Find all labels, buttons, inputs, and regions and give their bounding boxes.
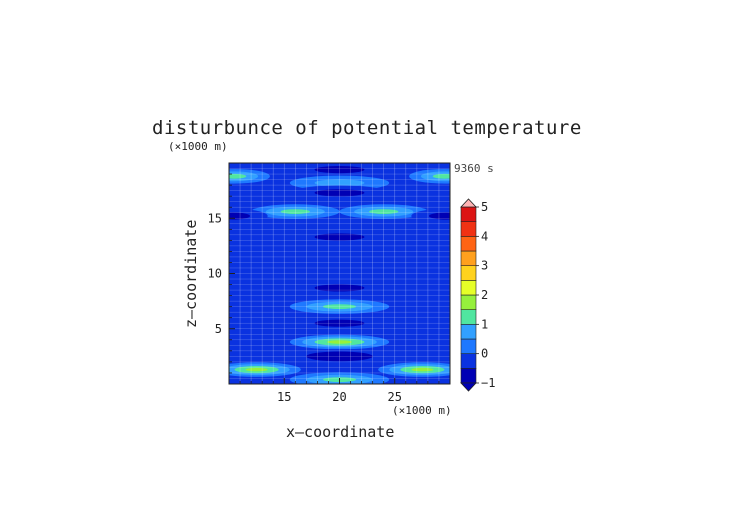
contour-band — [229, 173, 247, 179]
contour-band — [369, 209, 399, 215]
contour-band — [314, 189, 365, 197]
field-feature — [339, 204, 428, 219]
field-feature — [378, 362, 450, 377]
contour-band — [322, 354, 357, 359]
x-axis-label: x—coordinate — [286, 423, 394, 441]
y-tick-label: 10 — [208, 267, 222, 281]
plot-area — [229, 163, 450, 384]
field-feature — [251, 204, 340, 219]
contour-band — [411, 367, 434, 372]
contour-band — [432, 173, 450, 179]
colorbar-max-arrow — [460, 198, 477, 208]
colorbar-segment — [460, 323, 477, 340]
colorbar-segment — [460, 279, 477, 296]
grid-lines — [229, 163, 450, 384]
contour-band — [314, 319, 365, 327]
y-tick-label: 15 — [208, 211, 222, 225]
field-feature — [229, 362, 301, 377]
x-axis-ticks: 15 20 25 — [239, 378, 440, 404]
x-axis-unit: (×1000 m) — [392, 404, 452, 417]
field-feature — [289, 280, 390, 296]
field-feature — [229, 169, 270, 184]
y-axis-unit: (×1000 m) — [168, 140, 228, 153]
colorbar-tick-label: −1 — [481, 376, 495, 390]
field-features — [229, 163, 450, 384]
field-feature — [289, 315, 390, 331]
contour-band — [245, 367, 268, 372]
colorbar-tick-label: 3 — [481, 259, 488, 273]
field-feature — [289, 349, 390, 364]
colorbar-segment — [460, 236, 477, 252]
colorbar-segment — [460, 294, 477, 310]
x-tick-label: 20 — [332, 390, 346, 404]
contour-band — [314, 284, 365, 292]
colorbar-tick-label: 1 — [481, 317, 488, 331]
colorbar-segment — [460, 338, 477, 354]
colorbar-tick-label: 4 — [481, 229, 488, 243]
contour-band — [314, 179, 365, 187]
field-feature — [411, 208, 450, 224]
y-tick-label: 5 — [215, 322, 222, 336]
colorbar-segment — [460, 367, 477, 384]
colorbar-segment — [460, 353, 477, 369]
y-axis-ticks: 5 10 15 — [208, 173, 235, 374]
colorbar-segment — [460, 309, 477, 325]
contour-band — [280, 209, 310, 215]
x-tick-label: 15 — [277, 390, 291, 404]
field-feature — [289, 334, 390, 350]
field-feature — [289, 185, 390, 201]
time-label: 9360 s — [454, 162, 494, 175]
colorbar-min-arrow — [460, 382, 477, 392]
contour-band — [314, 166, 365, 174]
colorbar-segment — [460, 265, 477, 281]
colorbar-segment — [460, 206, 477, 222]
chart-title: disturbunce of potential temperature — [152, 117, 582, 139]
field-feature — [409, 169, 450, 184]
field-feature — [289, 229, 390, 245]
colorbar-segment — [460, 250, 477, 266]
y-axis-label: z—coordinate — [182, 220, 200, 328]
colorbar: −1 0 1 2 3 4 5 — [460, 198, 495, 392]
colorbar-tick-label: 2 — [481, 288, 488, 302]
contour-band — [322, 304, 357, 309]
contour-band — [429, 212, 450, 220]
colorbar-segment — [460, 221, 477, 237]
colorbar-tick-label: 0 — [481, 347, 488, 361]
field-feature — [289, 163, 390, 177]
contour-band — [327, 340, 352, 344]
x-tick-label: 25 — [388, 390, 402, 404]
field-feature — [289, 299, 390, 314]
contour-band — [314, 233, 365, 241]
colorbar-tick-label: 5 — [481, 200, 488, 214]
